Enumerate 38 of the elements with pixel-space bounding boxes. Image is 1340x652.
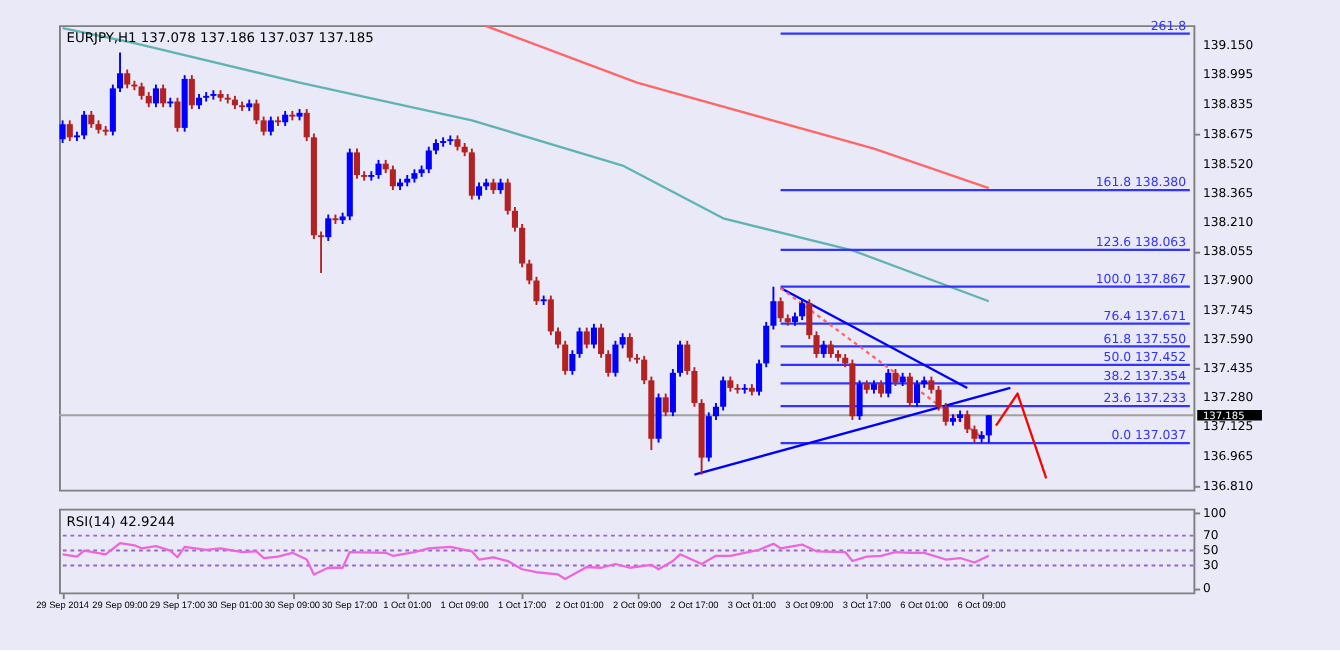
line-series [61,26,990,303]
candlestick [174,96,181,133]
candlestick [325,213,332,242]
candlestick [260,115,267,137]
candlestick [906,371,913,408]
line-series [485,25,990,190]
candlestick [590,322,597,350]
candlestick [81,109,88,141]
candlestick [777,296,784,323]
candlestick [468,147,475,201]
candlestick [626,332,633,363]
candlestick [253,98,260,126]
candlestick [267,115,274,137]
candlestick [576,326,583,359]
candlestick [389,164,396,192]
candlestick [425,145,432,175]
candlestick [375,158,382,180]
candlestick [569,349,576,376]
candlestick [66,119,73,143]
candlestick [799,298,806,322]
candlestick [913,379,921,408]
candlestick [662,392,669,418]
candlestick [985,414,992,445]
candlestick [124,68,131,90]
candlestick [353,147,361,180]
candlestick [856,379,863,421]
candlestick [705,411,712,463]
candlestick [152,83,159,109]
candlestick [720,375,727,412]
candlestick [885,368,892,399]
candlestick [655,392,662,444]
candlestick [160,83,167,109]
candlestick [964,409,971,435]
candlestick [612,339,619,378]
line-series [61,541,990,581]
candlestick [188,74,195,111]
candlestick [583,326,590,350]
candlestick [59,119,66,144]
